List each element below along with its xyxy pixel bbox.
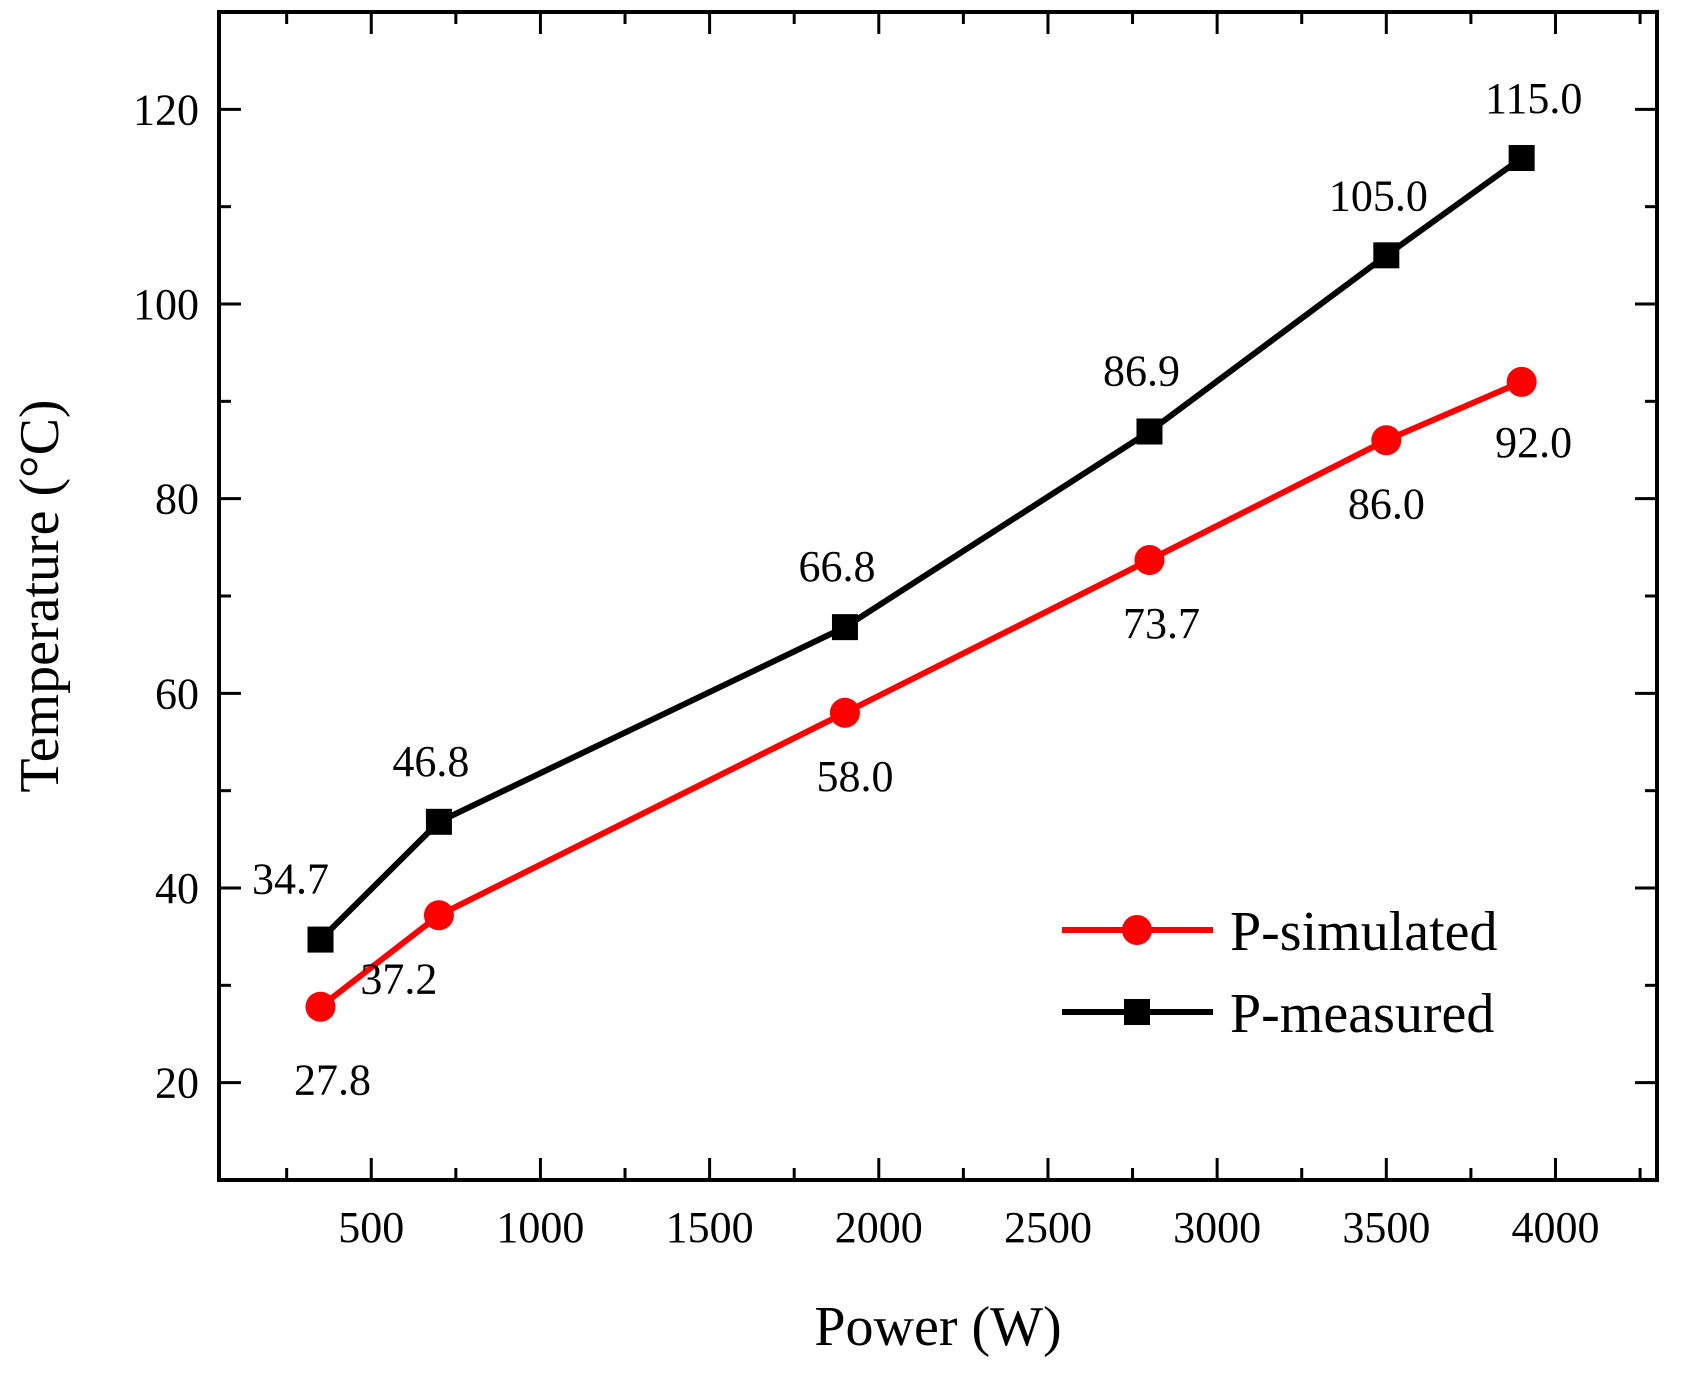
x-tick-label: 3000 — [1173, 1203, 1261, 1252]
data-label: 115.0 — [1485, 74, 1582, 123]
data-point-square — [307, 926, 334, 953]
data-label: 66.8 — [798, 542, 875, 591]
data-label: 27.8 — [294, 1056, 371, 1105]
x-tick-label: 1000 — [496, 1203, 584, 1252]
data-point-circle — [423, 900, 454, 931]
data-label: 37.2 — [360, 954, 437, 1003]
x-tick-label: 3500 — [1342, 1203, 1430, 1252]
x-tick-label: 4000 — [1511, 1203, 1599, 1252]
legend-label: P-simulated — [1230, 901, 1498, 963]
plot-frame — [217, 10, 1659, 1182]
legend-marker-circle — [1122, 915, 1152, 945]
y-tick-label: 80 — [155, 475, 199, 524]
data-point-square — [1136, 418, 1163, 445]
tick-labels: 500 1000 1500 2000 2500 3000 3500 4000 20 40 60 80 1… — [133, 85, 1599, 1252]
y-tick-label: 120 — [133, 85, 199, 134]
data-label: 34.7 — [252, 855, 329, 904]
y-tick-label: 40 — [155, 864, 199, 913]
data-point-circle — [1371, 425, 1402, 456]
series-group — [305, 145, 1537, 1022]
data-point-circle — [1506, 366, 1537, 397]
data-labels: 27.8 37.2 58.0 73.7 86.0 92.0 34.7 46.8 66.8 86.9… — [252, 74, 1582, 1105]
y-tick-label: 100 — [133, 280, 199, 329]
series-line-P-simulated — [318, 379, 1523, 1010]
legend-label: P-measured — [1230, 983, 1494, 1045]
data-label: 58.0 — [816, 752, 893, 801]
data-label: 46.8 — [392, 737, 469, 786]
data-label: 86.0 — [1348, 479, 1425, 528]
data-label: 105.0 — [1329, 171, 1428, 220]
data-point-square — [831, 614, 858, 641]
x-axis-title: Power (W) — [814, 1296, 1061, 1358]
data-point-square — [1373, 242, 1400, 269]
legend: P-simulated P-measured — [1062, 901, 1498, 1045]
data-label: 86.9 — [1103, 347, 1180, 396]
data-point-circle — [829, 697, 860, 728]
x-tick-label: 1500 — [666, 1203, 754, 1252]
data-point-square — [1508, 145, 1535, 171]
data-label: 73.7 — [1123, 599, 1200, 648]
data-point-square — [425, 808, 452, 835]
legend-marker-square — [1124, 999, 1150, 1025]
y-axis-title: Temperature (°C) — [9, 399, 71, 792]
x-tick-label: 2500 — [1004, 1203, 1092, 1252]
data-point-circle — [1134, 544, 1165, 575]
series-line-P-measured — [318, 155, 1524, 942]
data-label: 92.0 — [1495, 418, 1572, 467]
y-tick-label: 60 — [155, 669, 199, 718]
y-tick-label: 20 — [155, 1059, 199, 1108]
x-tick-label: 500 — [338, 1203, 404, 1252]
x-tick-label: 2000 — [835, 1203, 923, 1252]
data-point-circle — [305, 991, 336, 1022]
